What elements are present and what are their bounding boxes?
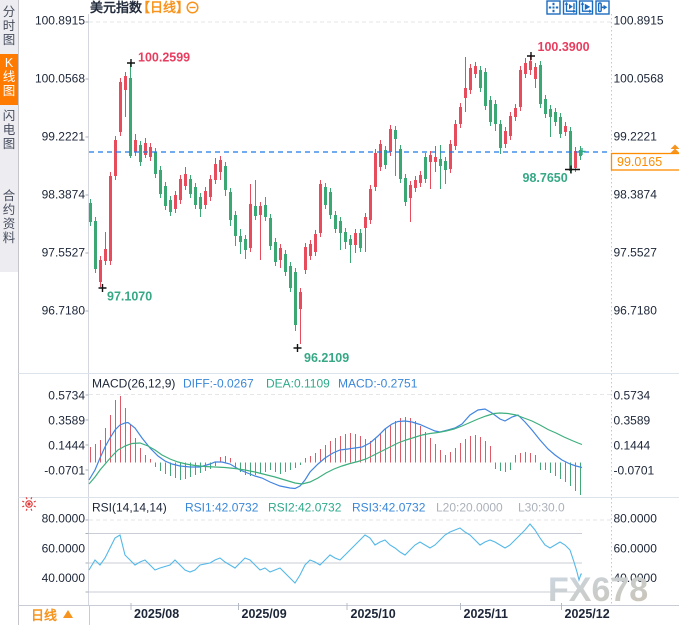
svg-text:MACD(26,12,9): MACD(26,12,9) — [92, 377, 175, 391]
svg-text:97.5527: 97.5527 — [42, 246, 86, 260]
svg-text:100.0568: 100.0568 — [35, 72, 85, 86]
svg-text:2025/08: 2025/08 — [134, 607, 179, 621]
svg-text:线: 线 — [3, 70, 16, 84]
svg-text:日线: 日线 — [31, 608, 57, 623]
svg-text:图: 图 — [3, 33, 16, 47]
svg-text:40.0000: 40.0000 — [42, 571, 86, 585]
svg-text:资: 资 — [3, 217, 16, 231]
svg-text:DEA:0.1109: DEA:0.1109 — [266, 377, 330, 391]
svg-text:0.3589: 0.3589 — [48, 414, 85, 428]
svg-text:98.3874: 98.3874 — [42, 188, 86, 202]
svg-text:MACD:-0.2751: MACD:-0.2751 — [338, 377, 418, 391]
svg-text:100.2599: 100.2599 — [138, 51, 190, 65]
svg-text:美元指数: 美元指数 — [90, 0, 143, 15]
svg-text:80.0000: 80.0000 — [42, 512, 86, 526]
svg-text:-0.0701: -0.0701 — [44, 464, 85, 478]
svg-text:-0.0701: -0.0701 — [614, 464, 655, 478]
svg-text:RSI2:42.0732: RSI2:42.0732 — [268, 501, 342, 515]
svg-text:100.8915: 100.8915 — [35, 14, 85, 28]
svg-text:L30:30.0: L30:30.0 — [518, 501, 565, 515]
svg-text:2025/11: 2025/11 — [464, 607, 509, 621]
svg-text:【日线】: 【日线】 — [137, 0, 189, 15]
svg-text:分: 分 — [3, 5, 16, 19]
svg-text:100.3900: 100.3900 — [538, 40, 590, 54]
svg-text:RSI3:42.0732: RSI3:42.0732 — [352, 501, 426, 515]
svg-text:约: 约 — [3, 202, 16, 217]
svg-text:99.2221: 99.2221 — [42, 130, 86, 144]
svg-text:0.1444: 0.1444 — [48, 439, 85, 453]
svg-text:闪: 闪 — [3, 109, 16, 123]
svg-text:96.2109: 96.2109 — [304, 351, 349, 365]
svg-text:2025/10: 2025/10 — [351, 607, 396, 621]
svg-text:0.1444: 0.1444 — [614, 439, 651, 453]
svg-text:L20:20.0000: L20:20.0000 — [436, 501, 503, 515]
svg-text:60.0000: 60.0000 — [614, 542, 658, 556]
svg-text:97.1070: 97.1070 — [107, 290, 152, 304]
svg-text:96.7180: 96.7180 — [42, 304, 86, 318]
svg-text:99.2221: 99.2221 — [614, 130, 658, 144]
svg-text:97.5527: 97.5527 — [614, 246, 658, 260]
svg-text:合: 合 — [3, 188, 16, 203]
svg-text:98.7650: 98.7650 — [523, 171, 568, 185]
svg-text:80.0000: 80.0000 — [614, 512, 658, 526]
svg-text:98.3874: 98.3874 — [614, 188, 658, 202]
svg-text:RSI(14,14,14): RSI(14,14,14) — [92, 501, 167, 515]
svg-text:RSI1:42.0732: RSI1:42.0732 — [185, 501, 259, 515]
svg-text:0.5734: 0.5734 — [614, 389, 651, 403]
svg-text:100.0568: 100.0568 — [614, 72, 664, 86]
svg-text:FX678: FX678 — [548, 571, 648, 609]
svg-text:100.8915: 100.8915 — [614, 14, 664, 28]
svg-text:K: K — [5, 56, 14, 70]
svg-text:DIFF:-0.0267: DIFF:-0.0267 — [183, 377, 254, 391]
svg-text:60.0000: 60.0000 — [42, 542, 86, 556]
svg-text:2025/12: 2025/12 — [565, 607, 610, 621]
svg-text:0.5734: 0.5734 — [48, 389, 85, 403]
svg-text:2025/09: 2025/09 — [242, 607, 287, 621]
svg-text:图: 图 — [3, 84, 16, 98]
svg-text:时: 时 — [3, 19, 16, 33]
svg-text:图: 图 — [3, 137, 16, 151]
svg-text:0.3589: 0.3589 — [614, 414, 651, 428]
svg-text:料: 料 — [3, 231, 16, 245]
svg-text:99.0165: 99.0165 — [617, 155, 662, 169]
svg-text:电: 电 — [3, 123, 16, 137]
svg-text:96.7180: 96.7180 — [614, 304, 658, 318]
